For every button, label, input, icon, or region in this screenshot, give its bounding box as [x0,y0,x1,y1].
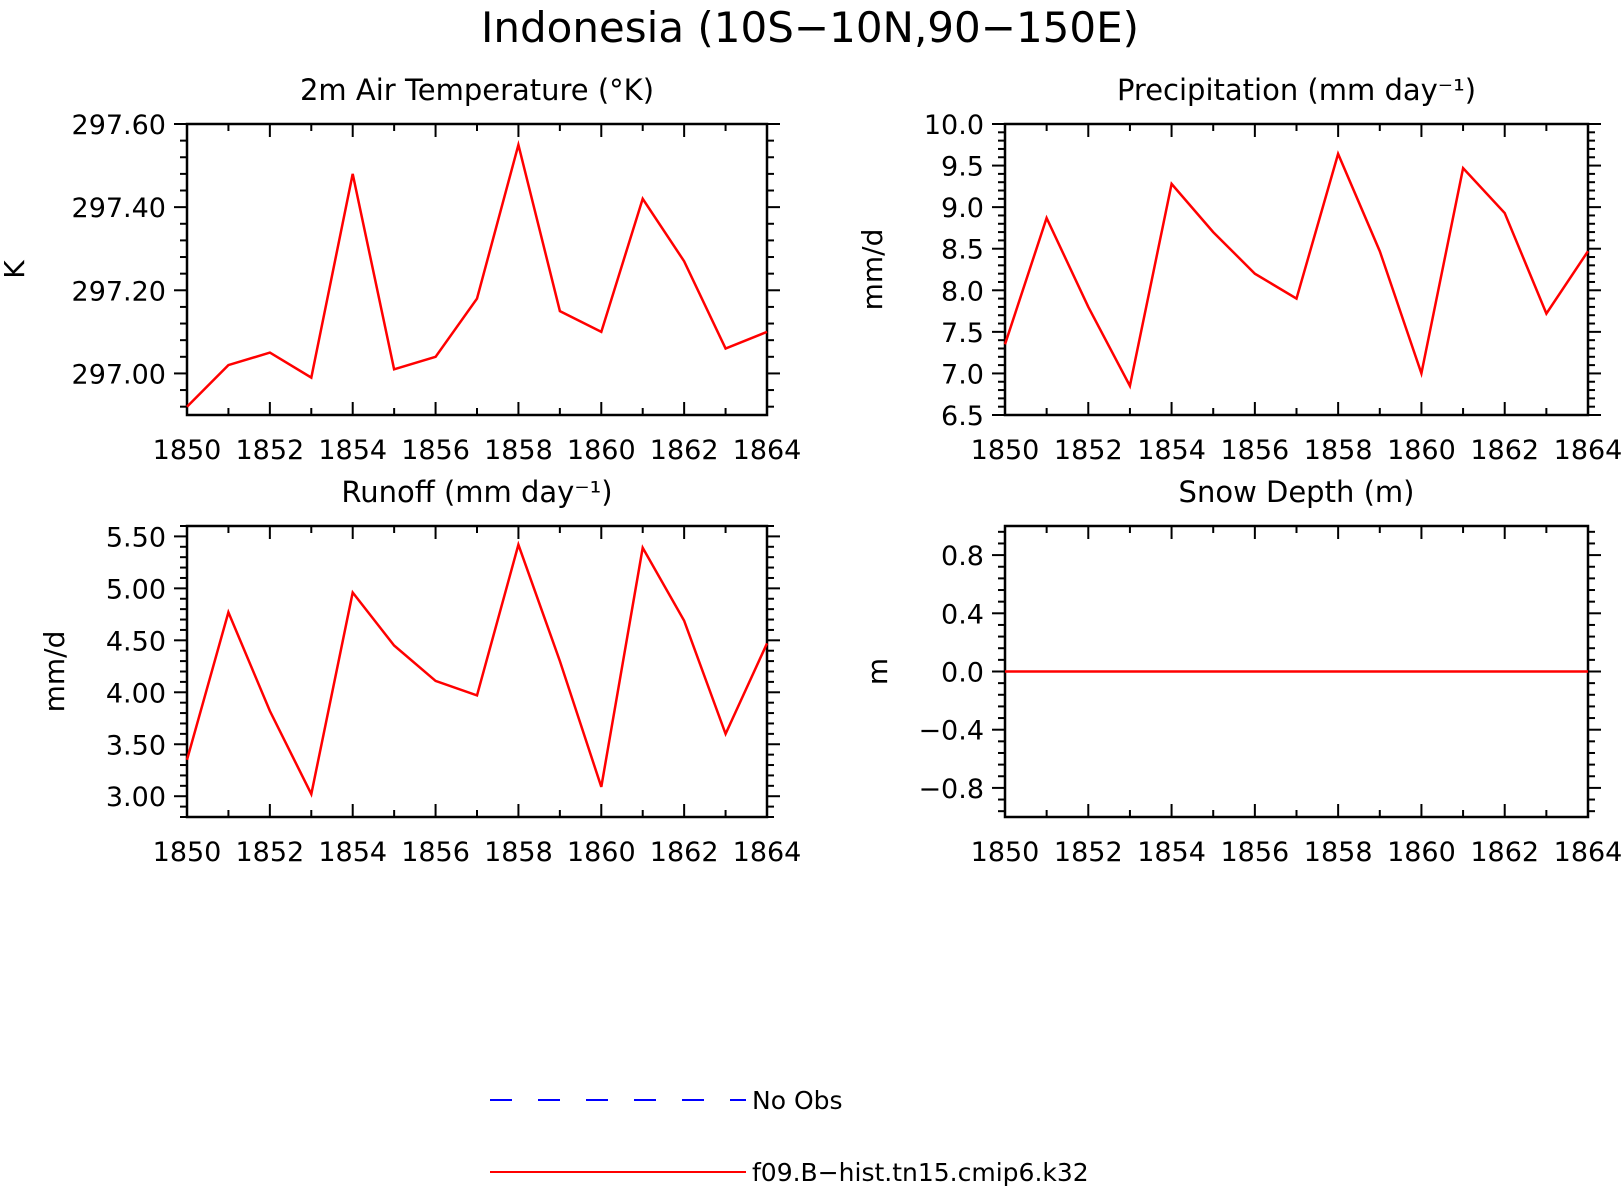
x-tick-label: 1854 [1137,435,1206,466]
legend: No Obs f09.B−hist.tn15.cmip6.k32 [490,1086,1089,1187]
y-tick-label: 3.50 [106,730,166,761]
x-tick-label: 1860 [1387,435,1456,466]
y-axis-label-precipitation: mm/d [856,229,889,311]
x-tick-label: 1852 [1054,435,1123,466]
y-tick-label: 4.00 [106,678,166,709]
y-tick-label: 297.20 [72,276,166,307]
x-tick-label: 1850 [153,837,222,868]
panel-title-runoff: Runoff (mm day⁻¹) [341,475,612,509]
plot-frame-air-temperature [185,122,769,417]
y-tick-label: −0.8 [918,774,984,805]
y-tick-label: 297.40 [72,193,166,224]
y-tick-label: 297.00 [72,359,166,390]
y-axis-label-runoff: mm/d [38,631,71,713]
x-tick-label: 1858 [1304,435,1373,466]
panel-snow-depth: Snow Depth (m) m 1850 1852 1854 1856 1858 186… [861,475,1621,868]
panel-title-precipitation: Precipitation (mm day⁻¹) [1117,73,1476,107]
y-tick-label: 0.4 [941,599,984,630]
x-tick-label: 1858 [484,837,553,868]
panel-runoff: Runoff (mm day⁻¹) mm/d 1850 1852 1854 1856 1… [38,475,801,868]
series-line-air-temperature [186,139,768,408]
y-tick-label: 0.8 [941,541,984,572]
x-tick-label: 1860 [567,837,636,868]
x-tick-label: 1850 [153,435,222,466]
x-tick-label: 1860 [567,435,636,466]
y-tick-label: 9.5 [941,152,984,183]
x-tick-label: 1850 [971,837,1040,868]
y-tick-label: 8.0 [941,276,984,307]
panel-precipitation: Precipitation (mm day⁻¹) mm/d 1850 1852 18… [856,73,1621,466]
y-tick-label: 7.0 [941,359,984,390]
x-tick-label: 1862 [650,837,719,868]
x-tick-label: 1856 [401,837,470,868]
x-tick-label: 1856 [1220,837,1289,868]
y-tick-label: 5.00 [106,574,166,605]
x-tick-label: 1864 [1554,837,1621,868]
x-tick-label: 1854 [318,837,387,868]
y-axis-label-snow-depth: m [861,658,894,685]
y-tick-label: 0.0 [941,658,984,689]
x-tick-label: 1862 [1470,837,1539,868]
series-line-precipitation [1003,150,1590,390]
x-tick-label: 1852 [1054,837,1123,868]
y-tick-label: 8.5 [941,235,984,266]
x-tick-label: 1852 [235,837,304,868]
x-tick-label: 1852 [235,435,304,466]
x-tick-label: 1850 [971,435,1040,466]
y-tick-label: 297.60 [72,110,166,141]
x-tick-label: 1862 [650,435,719,466]
panel-title-snow-depth: Snow Depth (m) [1179,475,1415,509]
x-tick-label: 1856 [401,435,470,466]
y-tick-label: 9.0 [941,193,984,224]
y-axis-label-air-temperature: K [0,260,31,279]
panel-title-air-temperature: 2m Air Temperature (°K) [300,73,654,107]
x-tick-label: 1864 [1554,435,1621,466]
x-tick-label: 1862 [1470,435,1539,466]
y-tick-label: 6.5 [941,401,984,432]
y-tick-label: 7.5 [941,318,984,349]
panel-air-temperature: 2m Air Temperature (°K) K 1850 1852 1854 18… [0,73,801,466]
plot-frame-runoff [185,524,769,819]
series-line-runoff [185,540,769,798]
y-tick-label: 5.50 [106,522,166,553]
x-tick-label: 1858 [1304,837,1373,868]
legend-label-no-obs: No Obs [752,1086,843,1115]
x-tick-label: 1860 [1387,837,1456,868]
x-tick-label: 1864 [733,837,802,868]
legend-label-model: f09.B−hist.tn15.cmip6.k32 [752,1158,1089,1187]
x-tick-label: 1854 [318,435,387,466]
x-tick-label: 1858 [484,435,553,466]
figure-title: Indonesia (10S−10N,90−150E) [481,3,1139,52]
y-tick-label: 10.0 [924,110,984,141]
plot-frame-precipitation [1003,122,1590,417]
x-tick-label: 1864 [733,435,802,466]
y-tick-label: 3.00 [106,782,166,813]
y-tick-label: −0.4 [918,716,984,747]
y-tick-label: 4.50 [106,626,166,657]
x-tick-label: 1856 [1220,435,1289,466]
x-tick-label: 1854 [1137,837,1206,868]
